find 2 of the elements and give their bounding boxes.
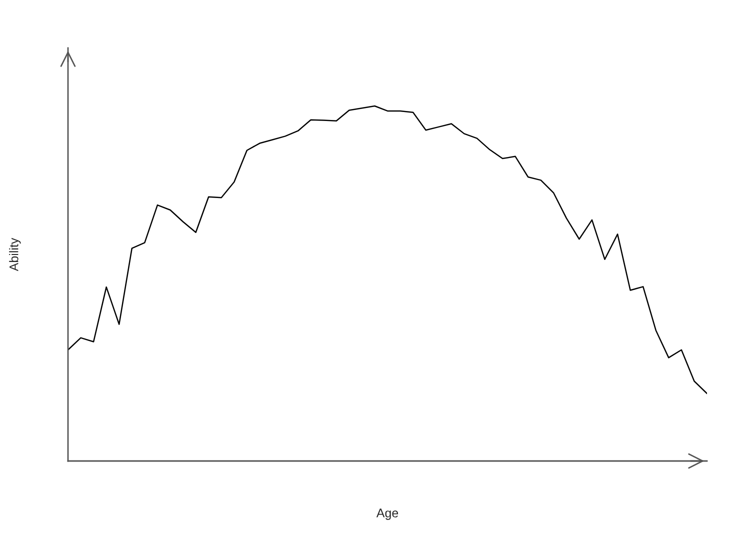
y-axis-title: Ability bbox=[9, 238, 21, 272]
x-axis-title: Age bbox=[376, 508, 398, 520]
